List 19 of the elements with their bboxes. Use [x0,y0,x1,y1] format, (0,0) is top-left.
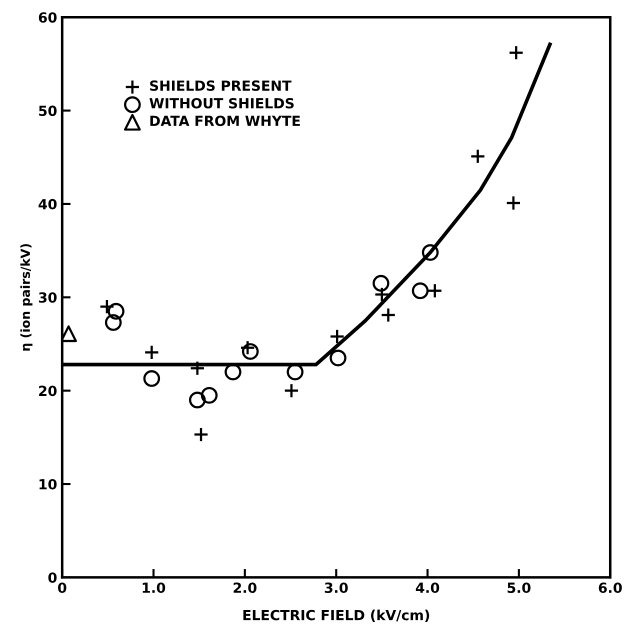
legend-label: SHIELDS PRESENT [150,80,292,91]
y-axis-title: η (ion pairs/kV) [20,244,32,351]
x-tick-label: 3.0 [324,582,348,593]
x-tick-label: 6.0 [598,582,622,593]
x-tick-label: 0 [58,582,66,593]
legend-label: DATA FROM WHYTE [150,116,300,126]
y-tick-label: 40 [38,198,57,210]
y-tick-label: 0 [48,572,57,583]
y-tick-label: 60 [38,12,57,23]
legend-label: WITHOUT SHIELDS [149,98,294,108]
x-tick-label: 2.0 [234,582,256,593]
y-tick-label: 10 [40,479,57,490]
y-tick-label: 30 [38,292,57,303]
y-tick-label: 20 [39,386,57,396]
x-tick-label: 5.0 [508,582,531,593]
y-tick-label: 50 [39,106,57,116]
x-tick-label: 1.0 [142,582,166,593]
x-axis-title: ELECTRIC FIELD (kV/cm) [243,610,430,622]
x-tick-label: 4.0 [416,582,440,593]
